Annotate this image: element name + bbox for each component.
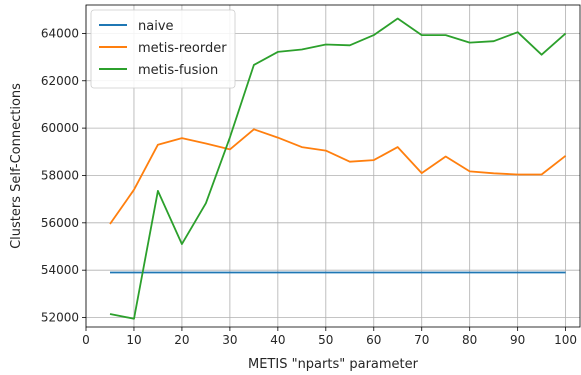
y-axis-label: Clusters Self-Connections	[9, 83, 24, 249]
series-lines	[109, 17, 567, 320]
y-tick-label: 64000	[41, 26, 79, 40]
y-tick-label: 60000	[41, 121, 79, 135]
grid-lines	[85, 5, 580, 327]
x-tick-label: 40	[270, 333, 285, 347]
x-axis-ticks: 0 10 20 30 40 50 60 70 80 90 100	[82, 327, 577, 347]
x-tick-label: 100	[554, 333, 577, 347]
y-tick-label: 54000	[41, 263, 79, 277]
series-line-metis-fusion	[109, 17, 567, 320]
y-tick-label: 52000	[41, 311, 79, 325]
x-tick-label: 30	[222, 333, 237, 347]
legend-label: naive	[138, 19, 174, 34]
legend-label: metis-fusion	[138, 63, 218, 78]
x-tick-label: 60	[366, 333, 381, 347]
x-tick-label: 0	[82, 333, 90, 347]
x-tick-label: 70	[414, 333, 429, 347]
x-tick-label: 10	[126, 333, 141, 347]
x-tick-label: 80	[462, 333, 477, 347]
y-axis-ticks: 52000 54000 56000 58000 60000 62000 64000	[41, 26, 86, 325]
legend-label: metis-reorder	[138, 41, 227, 56]
legend: naive metis-reorder metis-fusion	[90, 9, 236, 89]
y-tick-label: 62000	[41, 74, 79, 88]
series-line-metis-reorder	[109, 128, 567, 225]
y-tick-label: 58000	[41, 168, 79, 182]
y-tick-label: 56000	[41, 216, 79, 230]
x-tick-label: 90	[510, 333, 525, 347]
x-tick-label: 50	[318, 333, 333, 347]
x-axis-label: METIS "nparts" parameter	[248, 357, 419, 372]
plot-frame	[85, 4, 581, 328]
x-tick-label: 20	[174, 333, 189, 347]
